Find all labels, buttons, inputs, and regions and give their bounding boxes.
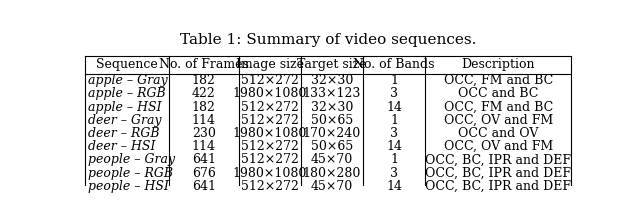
Text: 641: 641	[192, 153, 216, 166]
Text: Sequence: Sequence	[96, 58, 157, 71]
Text: 3: 3	[390, 167, 398, 180]
Text: OCC and OV: OCC and OV	[458, 127, 538, 140]
Text: 512×272: 512×272	[241, 180, 299, 193]
Text: 14: 14	[386, 101, 402, 114]
Text: apple – RGB: apple – RGB	[88, 87, 166, 101]
Text: people – Gray: people – Gray	[88, 153, 175, 166]
Text: 114: 114	[192, 114, 216, 127]
Text: 3: 3	[390, 87, 398, 101]
Text: 50×65: 50×65	[311, 114, 353, 127]
Text: apple – Gray: apple – Gray	[88, 74, 168, 87]
Text: 45×70: 45×70	[311, 180, 353, 193]
Text: 14: 14	[386, 180, 402, 193]
Text: 230: 230	[192, 127, 216, 140]
Text: 1980×1080: 1980×1080	[233, 87, 307, 101]
Text: 3: 3	[390, 127, 398, 140]
Text: OCC and BC: OCC and BC	[458, 87, 538, 101]
Text: No. of Frames: No. of Frames	[159, 58, 249, 71]
Text: 45×70: 45×70	[311, 153, 353, 166]
Text: Image size: Image size	[236, 58, 304, 71]
Text: OCC, FM and BC: OCC, FM and BC	[444, 101, 553, 114]
Text: Description: Description	[461, 58, 535, 71]
Text: 676: 676	[192, 167, 216, 180]
Text: people – HSI: people – HSI	[88, 180, 169, 193]
Text: 32×30: 32×30	[311, 74, 353, 87]
Text: OCC, OV and FM: OCC, OV and FM	[444, 114, 553, 127]
Text: 182: 182	[192, 101, 216, 114]
Text: OCC, BC, IPR and DEF: OCC, BC, IPR and DEF	[425, 153, 571, 166]
Text: 512×272: 512×272	[241, 153, 299, 166]
Text: 512×272: 512×272	[241, 114, 299, 127]
Text: deer – Gray: deer – Gray	[88, 114, 161, 127]
Text: OCC, BC, IPR and DEF: OCC, BC, IPR and DEF	[425, 180, 571, 193]
Text: OCC, BC, IPR and DEF: OCC, BC, IPR and DEF	[425, 167, 571, 180]
Text: 50×65: 50×65	[311, 140, 353, 153]
Text: 133×123: 133×123	[303, 87, 361, 101]
Text: 14: 14	[386, 140, 402, 153]
Text: OCC, FM and BC: OCC, FM and BC	[444, 74, 553, 87]
Text: 512×272: 512×272	[241, 101, 299, 114]
Text: apple – HSI: apple – HSI	[88, 101, 161, 114]
Text: 1: 1	[390, 153, 398, 166]
Text: 512×272: 512×272	[241, 74, 299, 87]
Text: 1980×1080: 1980×1080	[233, 127, 307, 140]
Text: 1: 1	[390, 74, 398, 87]
Text: 32×30: 32×30	[311, 101, 353, 114]
Text: OCC, OV and FM: OCC, OV and FM	[444, 140, 553, 153]
Text: deer – RGB: deer – RGB	[88, 127, 159, 140]
Text: 641: 641	[192, 180, 216, 193]
Text: deer – HSI: deer – HSI	[88, 140, 156, 153]
Text: 180×280: 180×280	[303, 167, 361, 180]
Text: people – RGB: people – RGB	[88, 167, 173, 180]
Text: 1: 1	[390, 114, 398, 127]
Text: 422: 422	[192, 87, 216, 101]
Text: 114: 114	[192, 140, 216, 153]
Text: 170×240: 170×240	[303, 127, 361, 140]
Text: Target size: Target size	[297, 58, 367, 71]
Text: No. of Bands: No. of Bands	[353, 58, 435, 71]
Text: 512×272: 512×272	[241, 140, 299, 153]
Text: 182: 182	[192, 74, 216, 87]
Text: 1980×1080: 1980×1080	[233, 167, 307, 180]
Text: Table 1: Summary of video sequences.: Table 1: Summary of video sequences.	[180, 33, 476, 47]
